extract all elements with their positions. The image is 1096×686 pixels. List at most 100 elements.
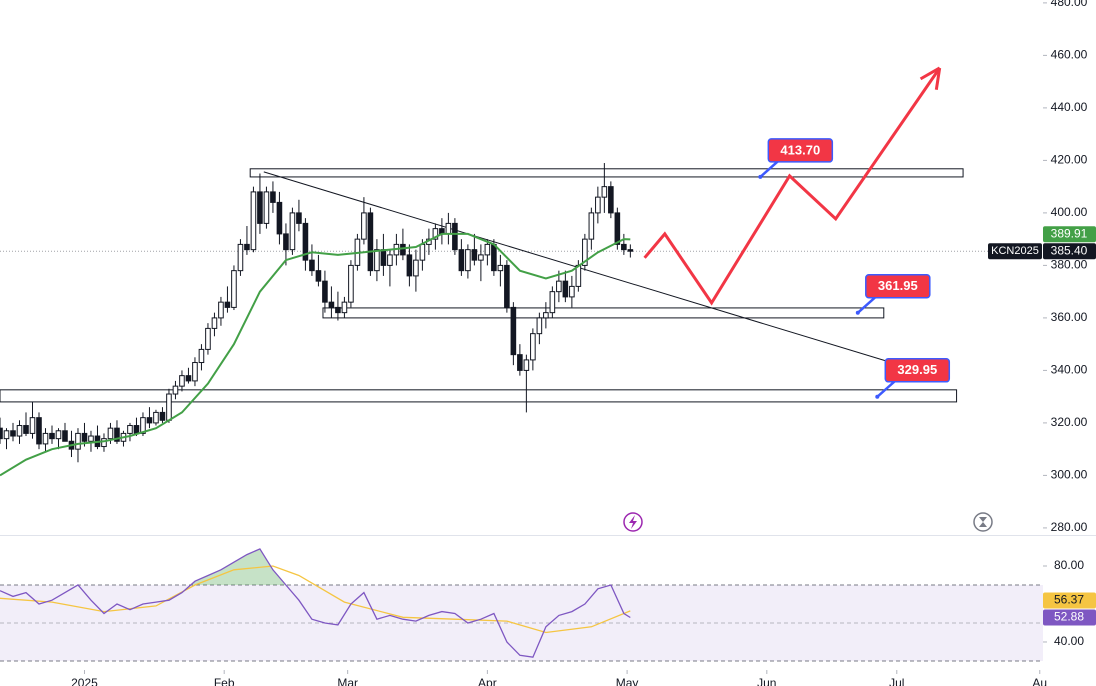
candle-body <box>595 196 601 214</box>
candle-body <box>328 301 335 308</box>
candle-body <box>133 425 140 434</box>
candle-body <box>153 411 159 424</box>
last-price-tag: 385.40 <box>1051 243 1088 257</box>
y-tick-label: 400.00 <box>1051 205 1088 219</box>
candle-body <box>517 354 523 371</box>
y-tick-label: 280.00 <box>1051 520 1088 534</box>
candle-body <box>361 212 367 240</box>
candle-body <box>36 417 42 445</box>
ma-price-tag-bg <box>1043 226 1096 243</box>
last-price-tag-bg <box>1043 243 1096 260</box>
candle-body <box>582 238 588 266</box>
candle-body <box>458 249 465 272</box>
candle-body <box>478 254 484 261</box>
ma-price-tag: 389.91 <box>1051 226 1088 240</box>
x-tick-label: Feb <box>214 676 235 686</box>
y-tick-label: 360.00 <box>1051 310 1088 324</box>
candle-body <box>335 306 341 314</box>
alert-icon[interactable] <box>623 512 643 532</box>
candle-body <box>257 191 263 224</box>
candle-body <box>588 212 595 240</box>
rsi-ma-tag-bg <box>1043 592 1096 609</box>
rsi-ma-tag: 56.37 <box>1054 593 1084 607</box>
candle-body <box>250 191 257 251</box>
candle-body <box>621 243 627 251</box>
callout-label: 413.70 <box>780 142 820 157</box>
candle-body <box>601 186 608 198</box>
forecast-arrowhead <box>934 67 942 90</box>
candle-body <box>231 270 237 308</box>
candle-body <box>413 259 419 277</box>
callout-label: 361.95 <box>878 278 918 293</box>
y-tick-label: 340.00 <box>1051 363 1088 377</box>
candle-body <box>107 427 114 440</box>
candle-body <box>172 385 179 395</box>
candle-body <box>309 259 315 272</box>
candle-body <box>497 264 504 272</box>
candle-body <box>75 432 81 450</box>
candle-body <box>205 327 211 350</box>
y-tick-label: 420.00 <box>1051 153 1088 167</box>
candle-body <box>49 432 55 440</box>
candle-body <box>569 285 575 298</box>
candle-body <box>445 222 452 235</box>
candle-body <box>283 233 289 251</box>
candle-body <box>452 222 458 251</box>
zone <box>249 168 964 178</box>
candle-body <box>62 430 68 442</box>
candle-body <box>536 317 543 335</box>
candle-body <box>348 264 354 303</box>
y-tick-label: 300.00 <box>1051 468 1088 482</box>
candle-body <box>491 243 497 272</box>
rsi-y-tick-label: 40.00 <box>1054 634 1084 648</box>
zone <box>0 389 958 403</box>
candle-body <box>374 249 380 272</box>
rsi-tag: 52.88 <box>1054 610 1084 624</box>
candle-body <box>10 430 16 437</box>
rsi-line <box>0 548 631 658</box>
candle-body <box>556 280 562 293</box>
candle-body <box>406 254 413 277</box>
candle-body <box>270 191 276 203</box>
x-tick-label: Au <box>1032 676 1047 686</box>
candle-body <box>387 254 393 266</box>
candle-body <box>198 348 205 364</box>
x-tick-label: May <box>616 676 639 686</box>
candle-body <box>315 270 322 282</box>
candle-body <box>289 212 296 251</box>
x-tick-label: Jun <box>757 676 776 686</box>
candle-body <box>224 301 231 308</box>
candle-body <box>237 243 244 272</box>
callout-box <box>767 138 834 163</box>
callout-pointer <box>759 159 780 178</box>
candle-body <box>3 430 10 440</box>
x-tick-label: Mar <box>337 676 358 686</box>
candle-body <box>42 432 49 445</box>
replay-icon[interactable] <box>973 512 993 532</box>
candle-body <box>530 333 536 361</box>
callout-box <box>884 358 951 383</box>
candle-body <box>465 249 471 272</box>
candle-body <box>218 301 224 319</box>
symbol-tag: KCN2025 <box>991 245 1039 257</box>
candle-body <box>380 249 387 266</box>
candle-body <box>29 417 36 434</box>
candle-body <box>608 186 614 214</box>
candle-body <box>0 427 3 440</box>
candle-body <box>211 317 218 329</box>
callout-pointer <box>876 379 897 398</box>
candle-body <box>88 435 94 442</box>
candle-body <box>101 438 107 448</box>
candle-body <box>23 425 29 434</box>
candle-body <box>55 430 62 440</box>
forecast-path <box>643 67 941 306</box>
candle-body <box>400 243 406 256</box>
y-tick-label: 320.00 <box>1051 415 1088 429</box>
candle-body <box>627 249 634 252</box>
callout-pointer <box>856 295 877 314</box>
candle-body <box>484 243 491 256</box>
candle-body <box>16 425 23 437</box>
candle-body <box>179 375 185 387</box>
